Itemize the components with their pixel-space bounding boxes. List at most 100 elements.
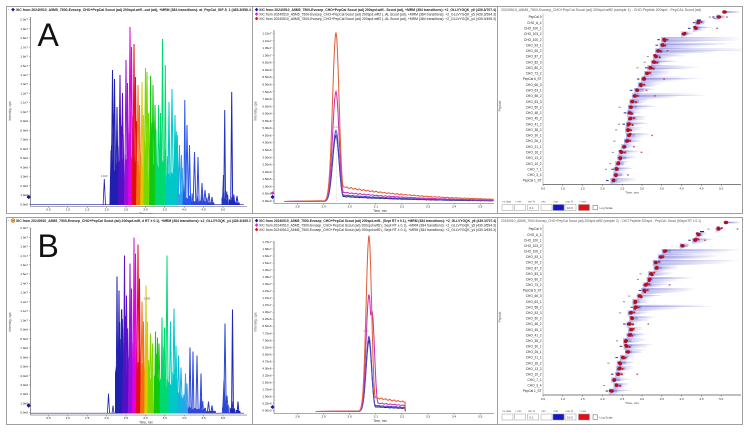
svg-text:CHO_63_1: CHO_63_1 bbox=[526, 300, 542, 304]
svg-text:1.5: 1.5 bbox=[85, 416, 90, 420]
svg-text:1.68e7: 1.68e7 bbox=[262, 247, 272, 251]
svg-text:9.0e6: 9.0e6 bbox=[20, 328, 28, 332]
svg-text:5.0: 5.0 bbox=[221, 416, 226, 420]
svg-text:CHO_26_1: CHO_26_1 bbox=[526, 139, 542, 143]
svg-text:8.50e6: 8.50e6 bbox=[262, 75, 272, 79]
svg-text:3.0: 3.0 bbox=[143, 416, 148, 420]
svg-text:CHO_93_1: CHO_93_1 bbox=[526, 43, 542, 47]
svg-text:7.0e6: 7.0e6 bbox=[20, 138, 28, 142]
svg-text:8.50e6: 8.50e6 bbox=[262, 324, 272, 328]
svg-text:0.5: 0.5 bbox=[46, 416, 51, 420]
svg-text:2.8: 2.8 bbox=[295, 415, 300, 419]
svg-text:4.0: 4.0 bbox=[182, 416, 187, 420]
svg-text:1.2e7: 1.2e7 bbox=[20, 92, 28, 96]
svg-text:CHO_21_1: CHO_21_1 bbox=[526, 356, 542, 360]
svg-text:0.00e0: 0.00e0 bbox=[262, 409, 272, 413]
svg-text:CHO_80_2: CHO_80_2 bbox=[526, 66, 542, 70]
svg-text:2.9: 2.9 bbox=[321, 415, 326, 419]
svg-text:XIC from 20240510_A5M5_7500-Ev: XIC from 20240510_A5M5_7500-Evosep_CHO+P… bbox=[16, 219, 252, 223]
svg-text:1.7e7: 1.7e7 bbox=[20, 45, 28, 49]
svg-text:1.5e7: 1.5e7 bbox=[20, 272, 28, 276]
svg-text:7.50e6: 7.50e6 bbox=[262, 90, 272, 94]
svg-text:2.5: 2.5 bbox=[124, 208, 129, 212]
svg-text:CHO_13_2: CHO_13_2 bbox=[526, 367, 542, 371]
svg-text:XIC from 20240510_A5M5_7500-Ev: XIC from 20240510_A5M5_7500-Evosep_CHO+P… bbox=[259, 8, 496, 12]
svg-text:1.0e7: 1.0e7 bbox=[20, 318, 28, 322]
svg-text:2.0e6: 2.0e6 bbox=[20, 184, 28, 188]
svg-text:1.0e6: 1.0e6 bbox=[20, 402, 28, 406]
svg-text:2.0: 2.0 bbox=[104, 208, 109, 212]
svg-text:CHO_87_2: CHO_87_2 bbox=[526, 266, 542, 270]
svg-text:3.50e6: 3.50e6 bbox=[262, 148, 272, 152]
svg-text:1.940: 1.940 bbox=[101, 174, 108, 178]
svg-text:PepCal 9: PepCal 9 bbox=[529, 15, 542, 19]
svg-text:1.00e6: 1.00e6 bbox=[262, 184, 272, 188]
svg-text:2.5: 2.5 bbox=[620, 186, 625, 190]
svg-text:20240510_A5M5_7500-Evosep_CHO+: 20240510_A5M5_7500-Evosep_CHO+PepCal Sco… bbox=[501, 219, 701, 223]
svg-text:3.5: 3.5 bbox=[478, 415, 483, 419]
svg-text:PepCal 1_ST: PepCal 1_ST bbox=[523, 179, 542, 183]
svg-text:3.3: 3.3 bbox=[426, 205, 431, 209]
svg-text:1.0e7: 1.0e7 bbox=[20, 110, 28, 114]
svg-text:CHO_48_2: CHO_48_2 bbox=[526, 111, 542, 115]
svg-text:< min: < min bbox=[515, 409, 522, 413]
svg-text:> max: > max bbox=[579, 200, 587, 204]
svg-text:4.0: 4.0 bbox=[680, 397, 685, 401]
svg-text:XIC from 20240510_A5M5_7500-Ev: XIC from 20240510_A5M5_7500-Evosep_CHO+P… bbox=[259, 219, 496, 223]
svg-text:CHO_48_2: CHO_48_2 bbox=[526, 322, 542, 326]
svg-text:5.0e6: 5.0e6 bbox=[20, 156, 28, 160]
svg-text:CHO_3_4: CHO_3_4 bbox=[528, 384, 542, 388]
svg-text:no data: no data bbox=[503, 200, 512, 204]
svg-text:5.0e6: 5.0e6 bbox=[20, 365, 28, 369]
svg-text:0.0e0: 0.0e0 bbox=[20, 202, 28, 206]
svg-text:> max: > max bbox=[579, 409, 587, 413]
svg-text:CHO_38_2: CHO_38_2 bbox=[526, 339, 542, 343]
svg-text:8.00e6: 8.00e6 bbox=[262, 83, 272, 87]
svg-text:0.1: 0.1 bbox=[530, 416, 535, 420]
svg-text:Intensity, cps: Intensity, cps bbox=[8, 101, 12, 120]
svg-text:2.0e6: 2.0e6 bbox=[20, 392, 28, 396]
svg-text:CHO_26_1: CHO_26_1 bbox=[526, 350, 542, 354]
svg-text:3.5: 3.5 bbox=[660, 397, 665, 401]
svg-text:3.00e6: 3.00e6 bbox=[262, 155, 272, 159]
svg-text:Time, min: Time, min bbox=[139, 420, 153, 424]
svg-text:6.0e6: 6.0e6 bbox=[20, 147, 28, 151]
svg-text:Time, min: Time, min bbox=[139, 212, 153, 216]
svg-text:Intensity, cps: Intensity, cps bbox=[254, 101, 258, 120]
svg-text:1.52e7: 1.52e7 bbox=[262, 261, 272, 265]
svg-text:1.23e7: 1.23e7 bbox=[262, 289, 272, 293]
svg-text:1.3e7: 1.3e7 bbox=[20, 291, 28, 295]
svg-text:CHO_90_2: CHO_90_2 bbox=[526, 261, 542, 265]
svg-text:3.0: 3.0 bbox=[640, 186, 645, 190]
svg-text:5.0: 5.0 bbox=[221, 208, 226, 212]
svg-text:CHO_103_2: CHO_103_2 bbox=[524, 244, 542, 248]
svg-text:0.50e6: 0.50e6 bbox=[262, 192, 272, 196]
svg-text:0.0e0: 0.0e0 bbox=[20, 411, 28, 415]
svg-text:2.5: 2.5 bbox=[124, 416, 129, 420]
svg-text:CHO_93_1: CHO_93_1 bbox=[526, 255, 542, 259]
svg-text:min %: min % bbox=[528, 409, 536, 413]
svg-text:3.08: 3.08 bbox=[363, 329, 369, 333]
svg-text:5.50e6: 5.50e6 bbox=[262, 119, 272, 123]
svg-text:CHO_16_2: CHO_16_2 bbox=[526, 361, 542, 365]
svg-text:Intensity, cps: Intensity, cps bbox=[254, 312, 258, 331]
svg-text:CHO_7_1: CHO_7_1 bbox=[528, 378, 542, 382]
svg-text:1.0: 1.0 bbox=[561, 397, 566, 401]
svg-text:1.2e7: 1.2e7 bbox=[20, 300, 28, 304]
svg-text:Log Scale: Log Scale bbox=[600, 416, 614, 420]
svg-text:2.683: 2.683 bbox=[144, 297, 151, 301]
svg-text:Peptide: Peptide bbox=[498, 311, 502, 322]
svg-text:0.5: 0.5 bbox=[46, 208, 51, 212]
svg-text:3.0e6: 3.0e6 bbox=[20, 383, 28, 387]
svg-text:4.50e6: 4.50e6 bbox=[262, 134, 272, 138]
svg-text:2.0: 2.0 bbox=[600, 186, 605, 190]
svg-text:9.25e6: 9.25e6 bbox=[262, 317, 272, 321]
svg-text:no data: no data bbox=[503, 409, 512, 413]
svg-text:8.0e6: 8.0e6 bbox=[20, 128, 28, 132]
svg-text:CHO_16_2: CHO_16_2 bbox=[526, 151, 542, 155]
svg-text:2.97: 2.97 bbox=[334, 125, 340, 129]
svg-text:Log Scale: Log Scale bbox=[600, 206, 614, 210]
svg-text:1.00e7: 1.00e7 bbox=[262, 310, 272, 314]
svg-text:Intensity, cps: Intensity, cps bbox=[8, 312, 12, 331]
svg-text:0.25e6: 0.25e6 bbox=[262, 402, 272, 406]
